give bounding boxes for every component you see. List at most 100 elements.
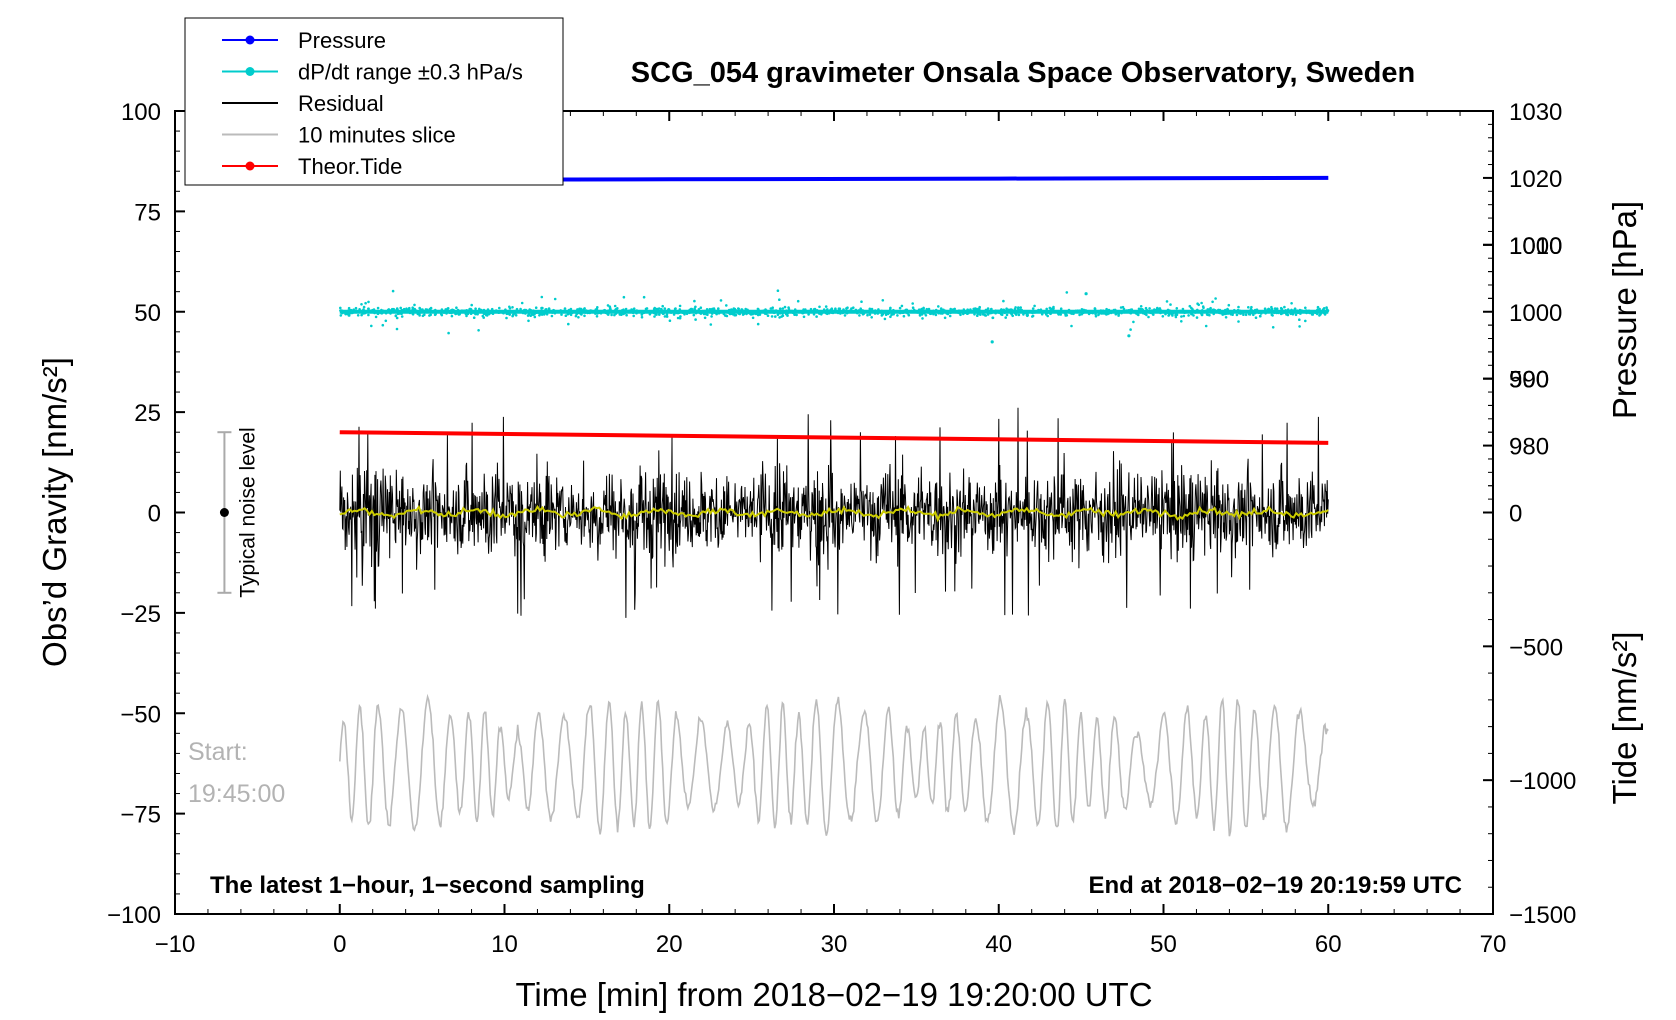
dpdt-point [362, 305, 366, 309]
footer-right-label: End at 2018−02−19 20:19:59 UTC [1088, 872, 1462, 899]
dpdt-point [1224, 308, 1227, 312]
dpdt-point [1314, 311, 1317, 315]
dpdt-point [536, 310, 540, 314]
dpdt-point [648, 310, 652, 314]
legend-marker [245, 35, 255, 45]
x-tick-label: 10 [491, 931, 518, 958]
dpdt-point [1196, 302, 1199, 306]
dpdt-point [892, 312, 895, 316]
dpdt-point [717, 312, 721, 315]
dpdt-point [408, 311, 412, 315]
dpdt-point [778, 307, 782, 311]
dpdt-point [1083, 310, 1086, 313]
dpdt-point [574, 314, 578, 318]
dpdt-point [473, 311, 476, 315]
dpdt-points [339, 289, 1330, 344]
dpdt-point [771, 309, 774, 312]
dpdt-point [1226, 307, 1229, 311]
dpdt-point [925, 307, 929, 311]
dpdt-point [474, 307, 477, 311]
tide-axis-title: Tide [nm/s²] [1606, 632, 1643, 805]
dpdt-point [360, 303, 363, 306]
dpdt-point [598, 311, 601, 315]
tide-tick-label: 0 [1509, 501, 1522, 528]
dpdt-point [1290, 309, 1294, 313]
dpdt-point [1286, 309, 1289, 312]
dpdt-point [613, 313, 616, 317]
footer-left-label: The latest 1−hour, 1−second sampling [210, 872, 645, 899]
dpdt-point [927, 310, 930, 314]
dpdt-point [559, 309, 562, 312]
dpdt-point [622, 295, 626, 299]
dpdt-point [673, 307, 677, 311]
dpdt-point [1064, 310, 1067, 313]
dpdt-point [896, 314, 899, 317]
dpdt-point [563, 307, 567, 310]
dpdt-point [683, 310, 686, 313]
dpdt-point [734, 308, 737, 312]
dpdt-point [1169, 303, 1172, 306]
dpdt-point [1017, 313, 1021, 317]
dpdt-point [451, 308, 454, 312]
dpdt-point [1013, 308, 1016, 312]
dpdt-point [815, 309, 819, 313]
dpdt-point [498, 306, 501, 310]
dpdt-point [455, 306, 458, 310]
dpdt-point [1120, 311, 1123, 315]
dpdt-point [596, 312, 599, 315]
dpdt-point [421, 308, 424, 311]
x-tick-label: 60 [1315, 931, 1342, 958]
dpdt-point [953, 311, 957, 314]
dpdt-point [1194, 311, 1197, 314]
dpdt-point [582, 309, 586, 313]
y-tick-label: −50 [120, 701, 161, 728]
dpdt-point [869, 308, 872, 312]
dpdt-point [529, 314, 532, 318]
dpdt-point [698, 310, 701, 314]
dpdt-point [507, 309, 510, 313]
dpdt-point [1046, 314, 1049, 318]
legend-label: Residual [298, 91, 384, 116]
dpdt-point [562, 309, 565, 313]
dpdt-point [481, 309, 485, 313]
dpdt-point [922, 306, 925, 310]
dpdt-point [1149, 311, 1152, 315]
dpdt-point [1026, 314, 1029, 318]
dpdt-point [710, 315, 713, 318]
dpdt-point [699, 312, 703, 315]
dpdt-point [676, 316, 680, 320]
dpdt-point [1047, 310, 1050, 314]
dpdt-point [1172, 311, 1175, 314]
pressure-tick-label: 1020 [1509, 166, 1562, 193]
dpdt-point [778, 298, 781, 302]
dpdt-point [1264, 308, 1267, 312]
dpdt-point [577, 316, 580, 319]
dpdt-point [1138, 311, 1142, 314]
dpdt-point [485, 314, 489, 317]
dpdt-point [793, 312, 796, 316]
dpdt-point [569, 313, 573, 317]
dpdt-point [1237, 309, 1240, 312]
dpdt-point [504, 310, 507, 314]
dpdt-point [1074, 310, 1077, 313]
dpdt-point [1139, 305, 1143, 308]
dpdt-point [1147, 315, 1150, 319]
y-tick-label: −25 [120, 601, 161, 628]
dpdt-point [447, 331, 450, 335]
dpdt-point [354, 306, 358, 310]
dpdt-point [1062, 311, 1065, 314]
dpdt-point [1171, 314, 1174, 317]
dpdt-point [590, 309, 593, 313]
dpdt-point [1294, 309, 1298, 313]
dpdt-point [339, 306, 342, 310]
x-tick-label: −10 [155, 931, 196, 958]
dpdt-point [818, 305, 821, 309]
dpdt-point [608, 305, 612, 309]
dpdt-point [705, 308, 709, 311]
dpdt-point [1267, 307, 1270, 311]
pressure-tick-label: 1010 [1509, 233, 1562, 260]
dpdt-point [464, 312, 468, 316]
legend-marker [245, 67, 255, 76]
dpdt-point [889, 315, 892, 319]
